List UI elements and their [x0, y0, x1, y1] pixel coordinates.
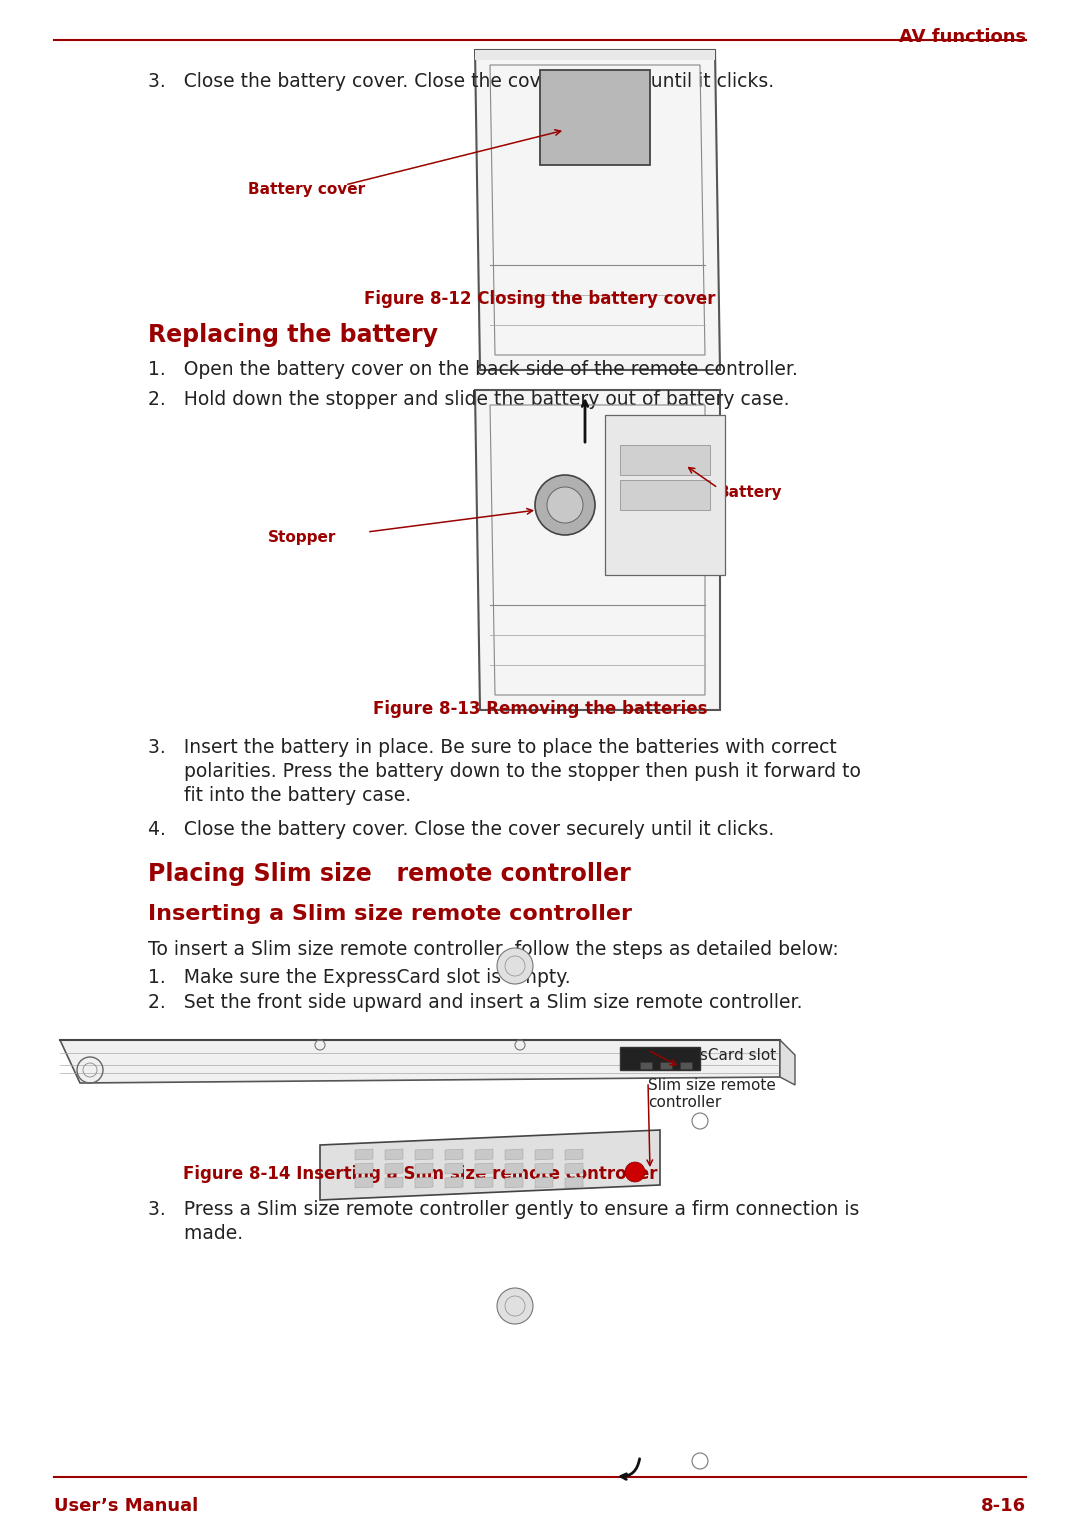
Text: 1.   Make sure the ExpressCard slot is empty.: 1. Make sure the ExpressCard slot is emp… [148, 967, 570, 987]
Text: Battery: Battery [718, 485, 783, 501]
Text: Stopper: Stopper [268, 530, 336, 545]
Text: To insert a Slim size remote controller, follow the steps as detailed below:: To insert a Slim size remote controller,… [148, 940, 839, 958]
Polygon shape [60, 1041, 780, 1083]
Circle shape [497, 948, 534, 984]
Polygon shape [505, 1149, 523, 1160]
Text: polarities. Press the battery down to the stopper then push it forward to: polarities. Press the battery down to th… [148, 761, 861, 781]
Polygon shape [355, 1149, 373, 1160]
Polygon shape [475, 1163, 492, 1173]
Polygon shape [640, 1062, 652, 1070]
Polygon shape [620, 446, 710, 475]
Circle shape [625, 1161, 645, 1183]
Text: 2.   Set the front side upward and insert a Slim size remote controller.: 2. Set the front side upward and insert … [148, 993, 802, 1012]
Text: AV functions: AV functions [899, 27, 1026, 46]
Polygon shape [384, 1177, 403, 1189]
Polygon shape [355, 1177, 373, 1189]
Text: 3.   Close the battery cover. Close the cover securely until it clicks.: 3. Close the battery cover. Close the co… [148, 72, 774, 92]
Text: Figure 8-13 Removing the batteries: Figure 8-13 Removing the batteries [373, 700, 707, 719]
Polygon shape [475, 50, 720, 369]
Text: 2.   Hold down the stopper and slide the battery out of battery case.: 2. Hold down the stopper and slide the b… [148, 391, 789, 409]
Polygon shape [505, 1177, 523, 1189]
Polygon shape [475, 1149, 492, 1160]
Polygon shape [535, 1163, 553, 1173]
Text: made.: made. [148, 1224, 243, 1244]
Polygon shape [605, 415, 725, 575]
Text: Figure 8-14 Inserting a Slim size remote controller: Figure 8-14 Inserting a Slim size remote… [183, 1164, 658, 1183]
Polygon shape [475, 391, 720, 710]
Polygon shape [320, 1129, 660, 1199]
Polygon shape [355, 1163, 373, 1173]
Text: Slim size remote: Slim size remote [648, 1077, 775, 1093]
Polygon shape [565, 1177, 583, 1189]
Polygon shape [415, 1149, 433, 1160]
Polygon shape [445, 1163, 463, 1173]
Text: Figure 8-12 Closing the battery cover: Figure 8-12 Closing the battery cover [364, 290, 716, 308]
Text: Inserting a Slim size remote controller: Inserting a Slim size remote controller [148, 903, 632, 925]
Polygon shape [620, 1047, 700, 1070]
Polygon shape [445, 1149, 463, 1160]
Polygon shape [415, 1177, 433, 1189]
Polygon shape [415, 1163, 433, 1173]
Polygon shape [680, 1062, 692, 1070]
Polygon shape [384, 1149, 403, 1160]
Text: User’s Manual: User’s Manual [54, 1497, 199, 1515]
Circle shape [546, 487, 583, 523]
Text: Placing Slim size   remote controller: Placing Slim size remote controller [148, 862, 631, 887]
Text: fit into the battery case.: fit into the battery case. [148, 786, 411, 806]
Polygon shape [535, 1177, 553, 1189]
Polygon shape [384, 1163, 403, 1173]
Polygon shape [565, 1149, 583, 1160]
Circle shape [535, 475, 595, 536]
Text: Replacing the battery: Replacing the battery [148, 324, 438, 346]
Text: 4.   Close the battery cover. Close the cover securely until it clicks.: 4. Close the battery cover. Close the co… [148, 819, 774, 839]
Text: controller: controller [648, 1096, 721, 1109]
Text: Battery cover: Battery cover [248, 182, 365, 197]
Text: 3.   Press a Slim size remote controller gently to ensure a firm connection is: 3. Press a Slim size remote controller g… [148, 1199, 860, 1219]
Text: 3.   Insert the battery in place. Be sure to place the batteries with correct: 3. Insert the battery in place. Be sure … [148, 739, 837, 757]
Polygon shape [780, 1041, 795, 1085]
Text: ExpressCard slot: ExpressCard slot [648, 1048, 777, 1064]
Polygon shape [505, 1163, 523, 1173]
Polygon shape [660, 1062, 672, 1070]
Polygon shape [540, 70, 650, 165]
Polygon shape [445, 1177, 463, 1189]
Circle shape [497, 1288, 534, 1325]
Polygon shape [535, 1149, 553, 1160]
Polygon shape [620, 481, 710, 510]
Polygon shape [475, 50, 715, 60]
Polygon shape [565, 1163, 583, 1173]
Text: 1.   Open the battery cover on the back side of the remote controller.: 1. Open the battery cover on the back si… [148, 360, 798, 378]
Text: 8-16: 8-16 [981, 1497, 1026, 1515]
Polygon shape [475, 1177, 492, 1189]
